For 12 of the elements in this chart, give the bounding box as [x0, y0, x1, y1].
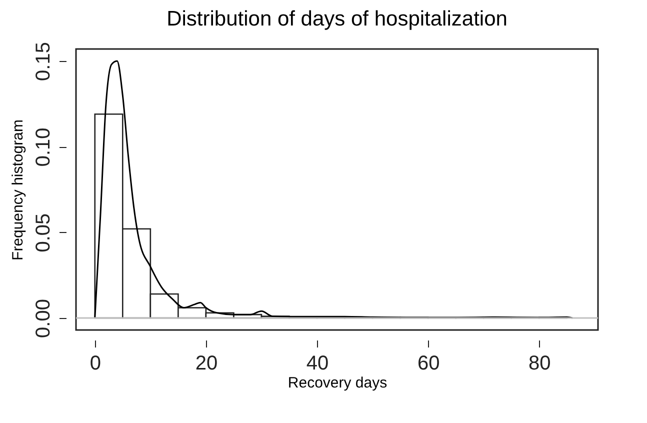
y-tick-label: 0.05	[32, 213, 54, 252]
x-tick-label: 20	[195, 352, 218, 374]
x-tick-label: 80	[528, 352, 551, 374]
y-tick-label: 0.15	[32, 42, 54, 81]
x-tick-label: 40	[306, 352, 329, 374]
x-tick-label: 0	[90, 352, 101, 374]
x-tick-label: 60	[417, 352, 440, 374]
y-tick-label: 0.00	[32, 299, 54, 338]
x-axis-title: Recovery days	[288, 374, 388, 392]
y-tick-label: 0.10	[32, 128, 54, 167]
chart-title: Distribution of days of hospitalization	[166, 8, 508, 31]
y-axis-title: Frequency histogram	[10, 120, 26, 260]
